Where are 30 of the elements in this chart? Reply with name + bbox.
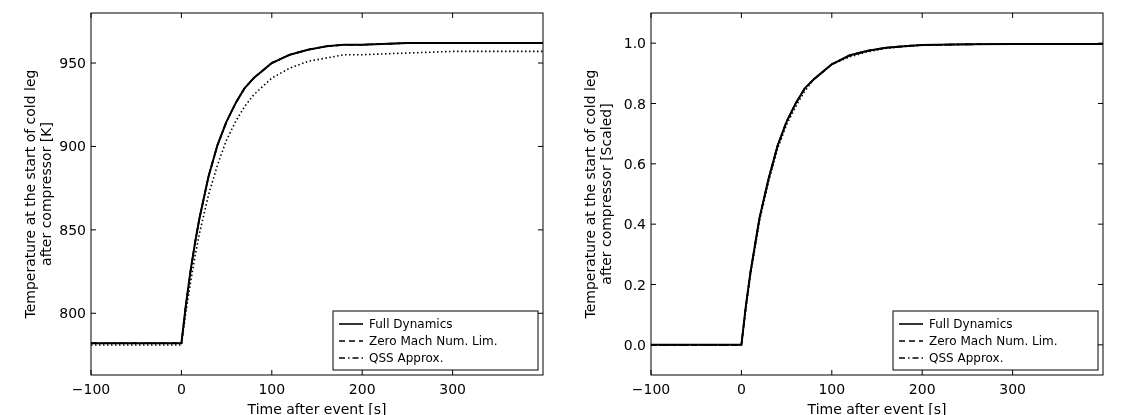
x-tick-label: −100 [631, 381, 671, 397]
y-tick-label: 950 [59, 55, 86, 72]
y-tick-label: 800 [59, 305, 86, 322]
legend-label: Full Dynamics [369, 317, 453, 331]
x-tick-label: 100 [818, 381, 846, 397]
x-axis-title: Time after event [s] [246, 401, 387, 415]
x-tick-label: 300 [999, 381, 1026, 397]
legend-label: QSS Approx. [929, 351, 1004, 365]
x-tick-label: 0 [176, 381, 186, 397]
y-tick-label: 1.0 [623, 35, 646, 52]
y-tick-label: 0.4 [623, 216, 647, 233]
y-tick-label: 900 [59, 138, 86, 155]
x-tick-label: 300 [439, 381, 466, 397]
x-tick-label: 200 [908, 381, 936, 397]
x-axis-title: Time after event [s] [806, 401, 947, 415]
legend-label: QSS Approx. [369, 351, 444, 365]
y-tick-label: 0.2 [623, 276, 646, 293]
y-tick-label: 0.0 [623, 336, 646, 353]
legend-label: Full Dynamics [929, 317, 1013, 331]
x-tick-label: 100 [258, 381, 286, 397]
x-tick-label: 200 [348, 381, 376, 397]
x-tick-label: 0 [736, 381, 746, 397]
y-tick-label: 0.8 [623, 95, 646, 112]
y-tick-label: 0.6 [623, 155, 647, 172]
y-tick-label: 850 [59, 221, 86, 238]
y-axis-title: Temperature at the start of cold leg after compressor [K] [22, 69, 54, 320]
legend-label: Zero Mach Num. Lim. [369, 334, 498, 348]
x-tick-label: −100 [71, 381, 111, 397]
legend-label: Zero Mach Num. Lim. [929, 334, 1058, 348]
y-axis-title: Temperature at the start of cold leg after compressor [Scaled] [582, 69, 614, 320]
